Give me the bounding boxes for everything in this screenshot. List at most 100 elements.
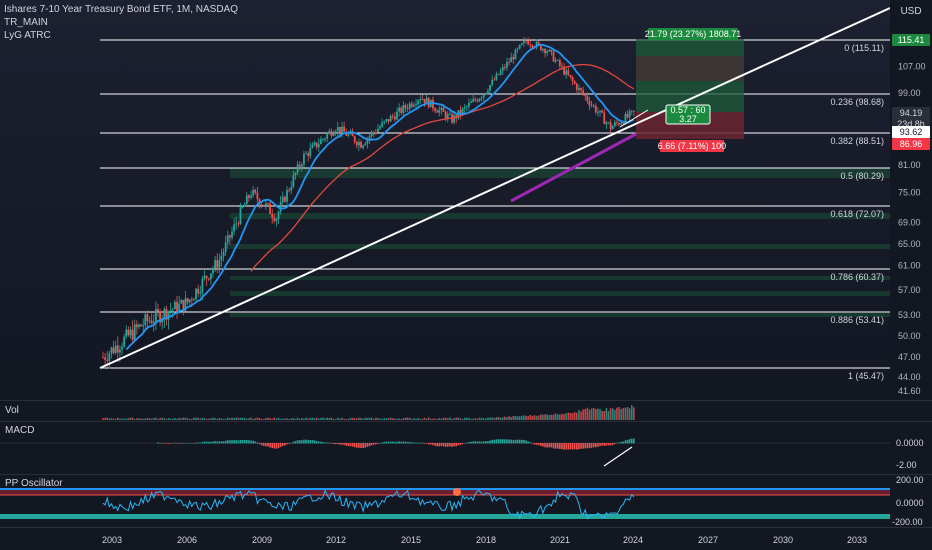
- macd-bar: [510, 439, 513, 444]
- macd-bar: [290, 442, 293, 444]
- pane-divider[interactable]: [0, 474, 932, 475]
- candle-body: [197, 288, 200, 294]
- volume-bar: [430, 418, 432, 420]
- macd-bar: [195, 442, 197, 444]
- pp-axis[interactable]: 200.00 0.0000 -200.00: [890, 475, 932, 527]
- candle-body: [480, 97, 483, 99]
- volume-pane[interactable]: [0, 401, 890, 421]
- pp-oscillator-pane[interactable]: [0, 475, 890, 527]
- macd-bar: [186, 442, 189, 444]
- candle-body: [497, 73, 500, 75]
- volume-bar: [324, 418, 326, 420]
- candle-body: [508, 62, 510, 63]
- volume-bar: [133, 418, 136, 420]
- volume-bar: [590, 408, 593, 420]
- volume-bar: [588, 409, 591, 420]
- price-tick: 69.00: [898, 218, 921, 228]
- volume-bar: [578, 409, 580, 420]
- volume-bar: [328, 418, 331, 420]
- volume-bar: [501, 417, 504, 420]
- candle-body: [186, 298, 189, 303]
- macd-pane[interactable]: [0, 422, 890, 474]
- macd-bar: [476, 441, 479, 444]
- volume-bar: [402, 418, 405, 420]
- macd-bar: [520, 439, 523, 444]
- fib-retracement[interactable]: [100, 39, 890, 369]
- macd-bar: [301, 440, 303, 444]
- volume-bar: [451, 418, 453, 420]
- indicator-tr-main[interactable]: TR_MAIN: [4, 17, 48, 28]
- volume-bar: [123, 418, 125, 420]
- macd-bar: [385, 441, 388, 444]
- pane-divider[interactable]: [0, 400, 932, 401]
- candle-body: [334, 131, 337, 134]
- macd-bar: [307, 440, 309, 444]
- pane-divider[interactable]: [0, 421, 932, 422]
- candle-body: [453, 115, 456, 123]
- currency-button[interactable]: USD: [900, 5, 922, 17]
- volume-bar: [163, 418, 166, 420]
- price-tag-high: 115.41: [892, 34, 930, 46]
- price-axis[interactable]: 107.00 99.00 81.00 75.00 69.00 65.00 61.00 57.0…: [890, 0, 932, 400]
- candle-body: [252, 189, 255, 196]
- macd-axis[interactable]: 0.0000 -2.00: [890, 422, 932, 474]
- volume-bar: [305, 417, 307, 420]
- macd-bar: [248, 440, 250, 444]
- macd-bar: [411, 442, 413, 444]
- volume-bar: [389, 417, 392, 420]
- macd-bar: [341, 443, 343, 445]
- price-tick: 107.00: [898, 62, 926, 72]
- macd-bar: [567, 443, 570, 450]
- fib-labels: 0 (115.11) 0.236 (98.68) 0.382 (88.51) 0.5 …: [830, 43, 884, 381]
- candle-body: [531, 45, 534, 48]
- candle-body: [264, 203, 267, 206]
- volume-bar: [419, 418, 422, 420]
- purple-trendline[interactable]: [510, 132, 637, 203]
- candle-body: [484, 92, 487, 95]
- candle-body: [150, 320, 153, 324]
- volume-bar: [544, 414, 546, 420]
- indicator-lyg-atrc[interactable]: LyG ATRC: [4, 30, 51, 41]
- time-axis[interactable]: 2003 2006 2009 2012 2015 2018 2021 2024 2027 2030…: [0, 528, 890, 550]
- macd-bar: [324, 442, 326, 444]
- candle-body: [423, 99, 426, 104]
- volume-bar: [317, 418, 320, 420]
- volume-bar: [512, 415, 515, 420]
- candle-body: [294, 173, 297, 176]
- macd-bar: [472, 441, 474, 444]
- candle-body: [624, 114, 627, 124]
- macd-bar: [423, 443, 426, 444]
- candle-body: [182, 300, 185, 311]
- volume-bar: [131, 417, 134, 420]
- long-position-tool[interactable]: [636, 39, 744, 139]
- volume-bar: [493, 418, 496, 420]
- volume-bar: [343, 418, 345, 420]
- price-pane[interactable]: 0 (115.11) 0.236 (98.68) 0.382 (88.51) 0.5 …: [0, 0, 890, 400]
- main-trendline[interactable]: [99, 7, 890, 369]
- macd-bar: [377, 443, 379, 444]
- candle-body: [546, 51, 549, 54]
- volume-bar: [356, 418, 358, 420]
- volume-bar: [586, 407, 589, 420]
- candle-body: [330, 131, 333, 136]
- volume-bar: [339, 418, 341, 420]
- volume-bar: [406, 417, 409, 420]
- macd-bar: [356, 443, 358, 448]
- pp-tick-zero: 0.0000: [896, 498, 924, 508]
- macd-bar: [294, 441, 297, 444]
- candle-body: [628, 111, 631, 118]
- volume-bar: [303, 418, 305, 420]
- volume-bar: [584, 409, 587, 420]
- candle-body: [440, 107, 443, 110]
- macd-bar: [415, 442, 417, 444]
- macd-bar: [425, 443, 428, 444]
- macd-bar: [243, 440, 246, 444]
- macd-bar: [305, 439, 307, 444]
- candle-body: [590, 105, 593, 106]
- candle-body: [491, 79, 494, 85]
- macd-bar: [463, 443, 466, 444]
- candle-body: [199, 292, 202, 294]
- volume-bar: [514, 415, 517, 420]
- macd-bar: [277, 443, 280, 449]
- macd-bar: [607, 443, 610, 446]
